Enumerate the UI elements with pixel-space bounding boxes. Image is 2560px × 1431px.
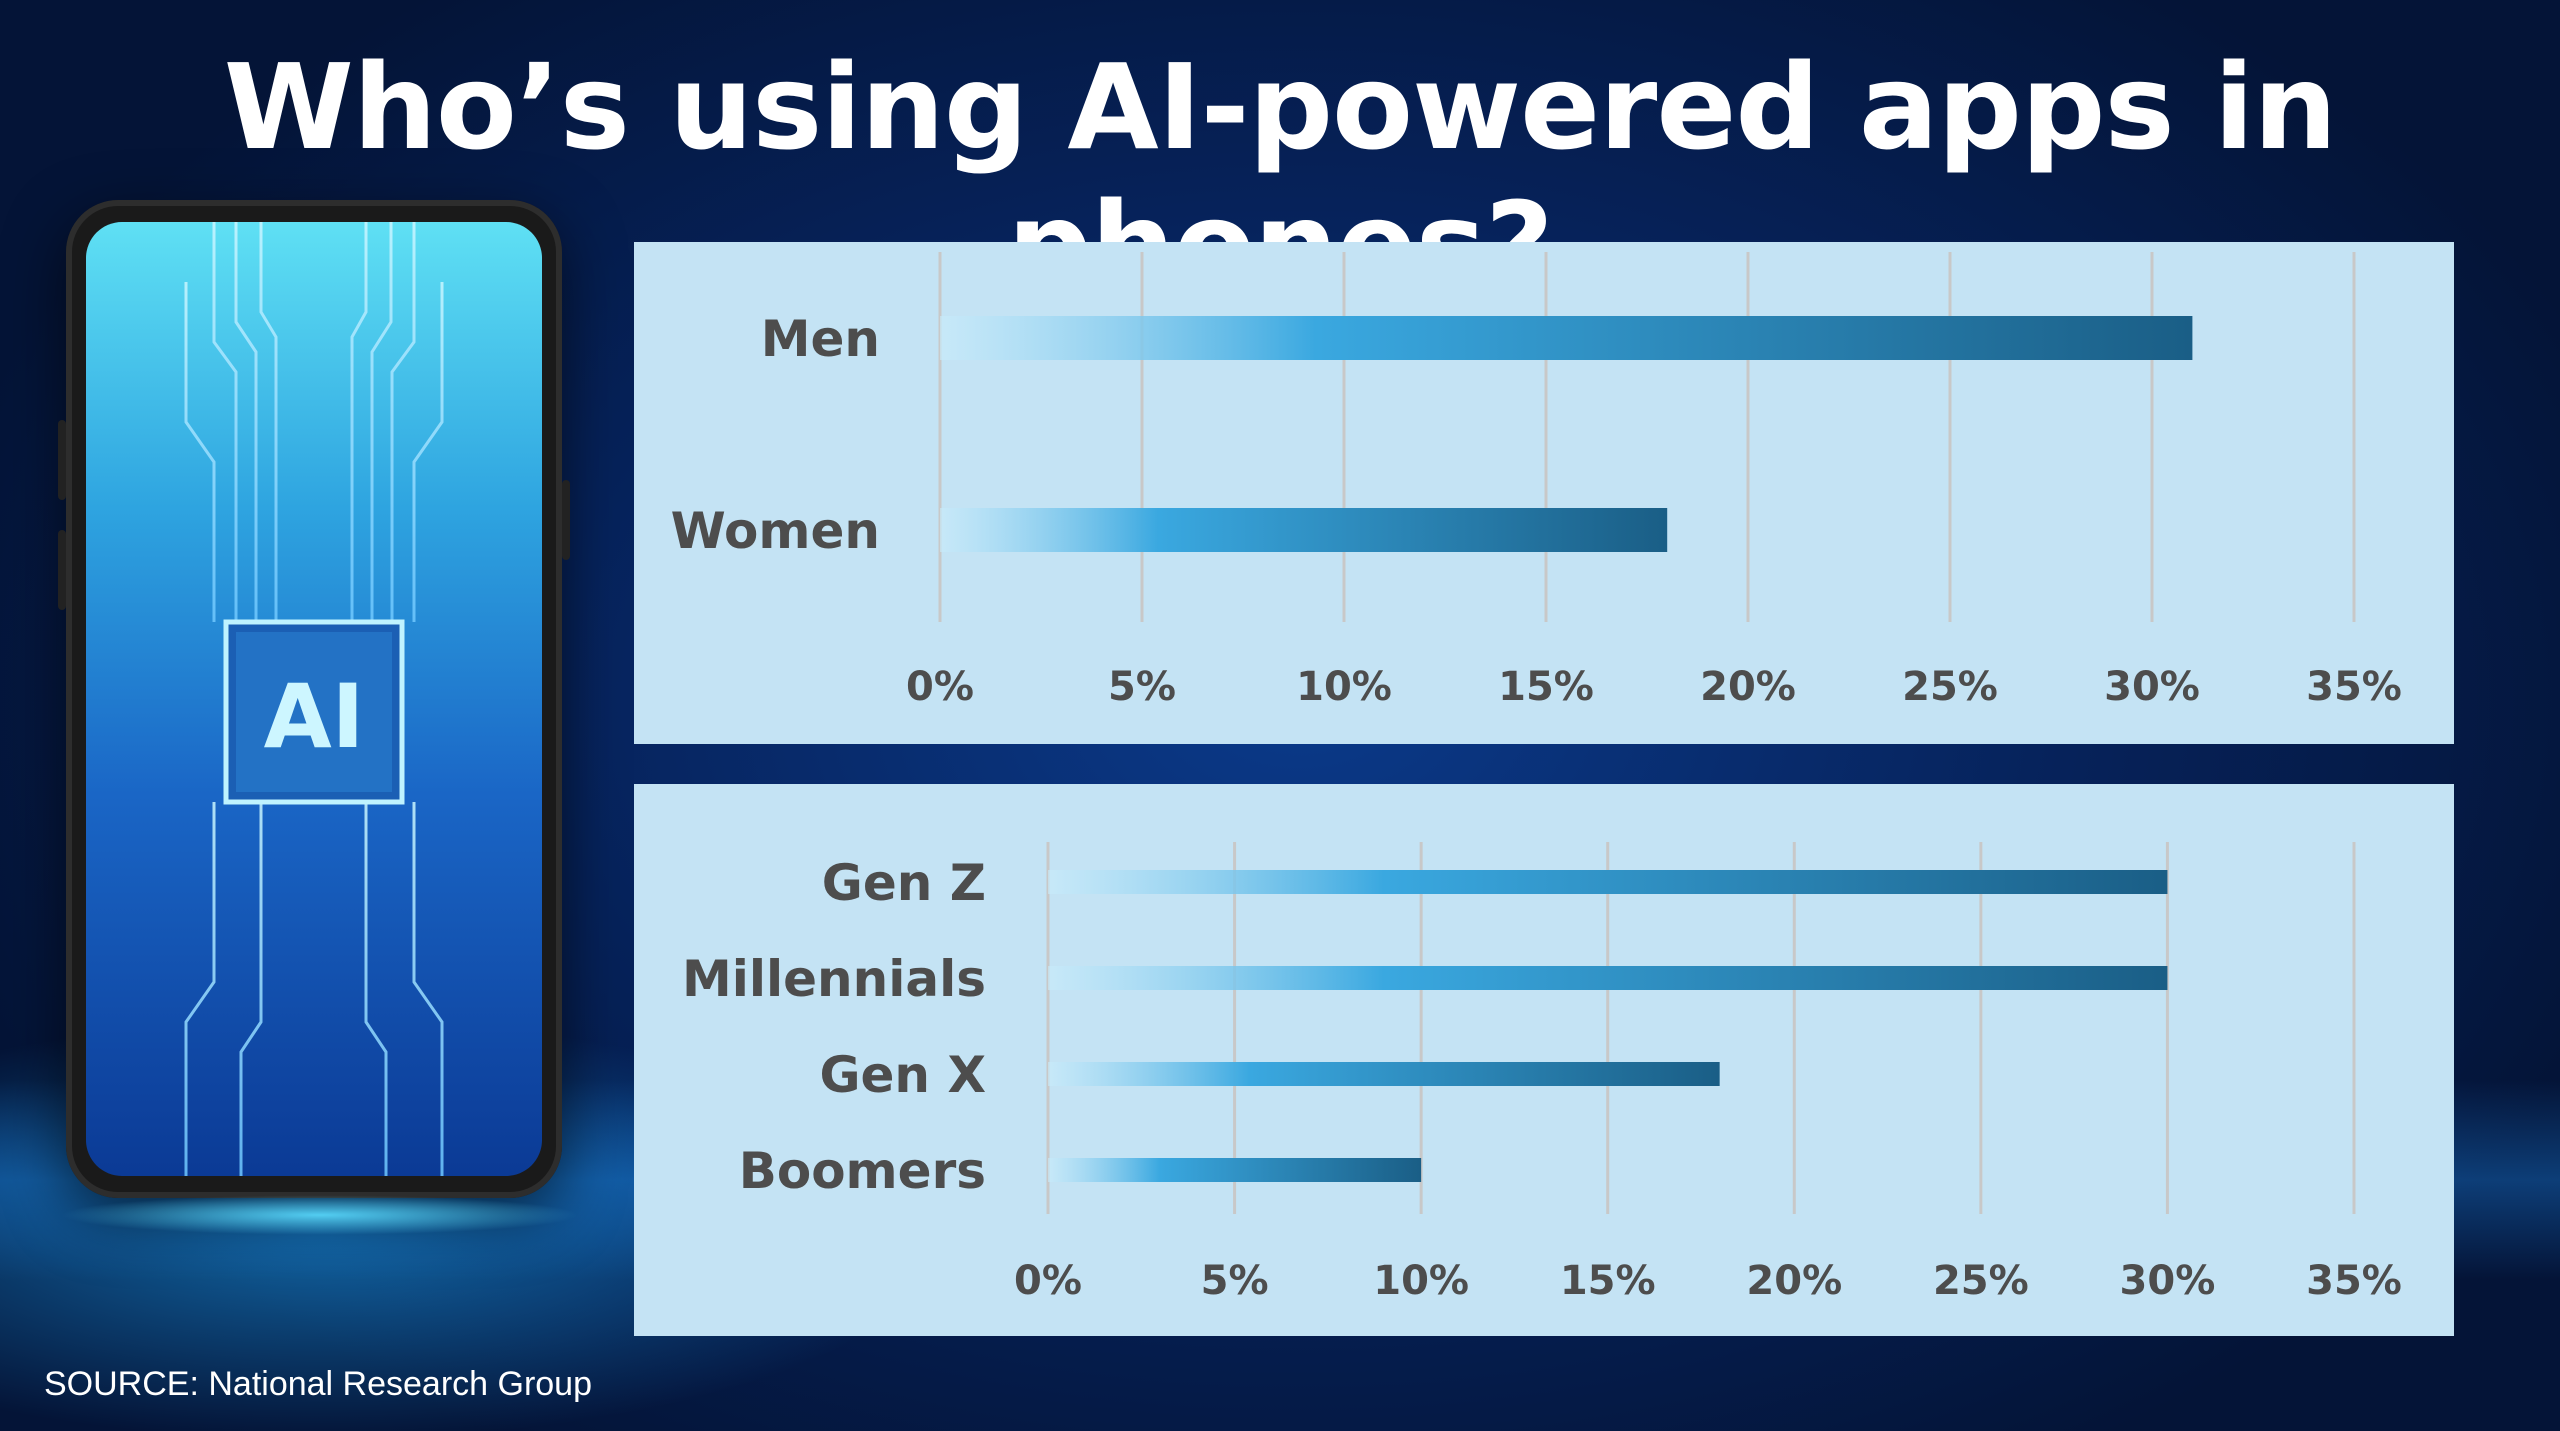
category-label: Gen Z [822, 854, 986, 912]
x-tick-label: 25% [1933, 1258, 2029, 1304]
bar-boomers [1048, 1158, 1422, 1182]
category-label: Gen X [819, 1046, 986, 1104]
bar-men [940, 316, 2193, 360]
x-tick-label: 20% [1746, 1258, 1842, 1304]
chart-generation: 0% 5% 10% 15% 20% 25% 30% 35% Gen Z Millennials Ge… [682, 842, 2402, 1304]
x-tick-label: 15% [1560, 1258, 1656, 1304]
x-tick-label: 5% [1201, 1258, 1269, 1304]
category-label: Women [671, 502, 880, 560]
x-tick-label: 0% [906, 664, 974, 710]
circuit-icon: AI [86, 222, 542, 1176]
x-tick-label: 30% [2104, 664, 2200, 710]
bar-gen-z [1048, 870, 2168, 894]
category-label: Men [761, 310, 880, 368]
phone-illustration: AI [58, 200, 570, 1198]
chart-panel-generation: 0% 5% 10% 15% 20% 25% 30% 35% Gen Z Millennials Ge… [634, 784, 2454, 1336]
x-tick-label: 10% [1296, 664, 1392, 710]
phone-power-button [562, 480, 570, 560]
x-tick-label: 30% [2120, 1258, 2216, 1304]
bar-gen-x [1048, 1062, 1720, 1086]
x-tick-label: 15% [1498, 664, 1594, 710]
phone-volume-button [58, 530, 66, 610]
phone-volume-button [58, 420, 66, 500]
x-tick-label: 35% [2306, 1258, 2402, 1304]
source-note: SOURCE: National Research Group [44, 1365, 593, 1403]
category-label: Boomers [739, 1142, 986, 1200]
x-tick-label: 35% [2306, 664, 2402, 710]
x-tick-label: 5% [1108, 664, 1176, 710]
x-tick-label: 10% [1373, 1258, 1469, 1304]
ai-chip-label: AI [264, 665, 365, 768]
chart-gender: 0% 5% 10% 15% 20% 25% 30% 35% Men Women [671, 252, 2402, 710]
chart-panel-gender: 0% 5% 10% 15% 20% 25% 30% 35% Men Women [634, 242, 2454, 744]
bar-millennials [1048, 966, 2168, 990]
x-tick-label: 20% [1700, 664, 1796, 710]
x-tick-label: 0% [1014, 1258, 1082, 1304]
phone-floor-glow [60, 1195, 580, 1235]
category-label: Millennials [682, 950, 986, 1008]
x-tick-label: 25% [1902, 664, 1998, 710]
bar-women [940, 508, 1668, 552]
phone-screen: AI [86, 222, 542, 1176]
